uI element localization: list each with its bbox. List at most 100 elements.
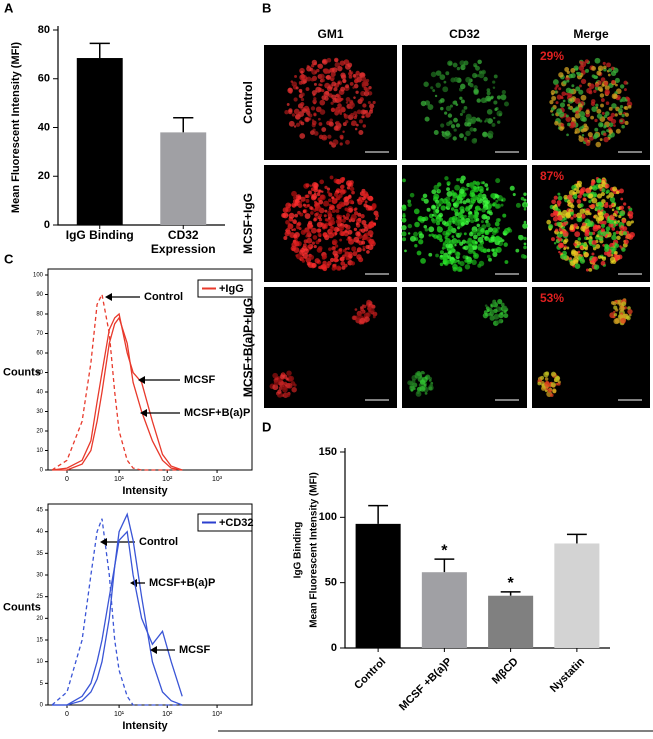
- fluorescence-dot: [325, 218, 329, 222]
- fluorescence-dot: [450, 124, 456, 129]
- fluorescence-dot: [322, 59, 326, 63]
- fluorescence-dot: [494, 108, 498, 112]
- y-axis-label: IgG Binding: [293, 522, 304, 579]
- fluorescence-dot: [500, 311, 504, 315]
- fluorescence-dot: [323, 214, 327, 218]
- fluorescence-dot: [601, 199, 606, 204]
- fluorescence-dot: [338, 248, 343, 252]
- fluorescence-dot: [313, 113, 317, 117]
- fluorescence-dot: [554, 376, 560, 383]
- x-tick-label: 10¹: [114, 476, 125, 483]
- y-axis-label: Counts: [3, 601, 41, 613]
- fluorescence-dot: [356, 123, 359, 127]
- fluorescence-dot: [574, 251, 579, 256]
- fluorescence-dot: [297, 203, 303, 208]
- fluorescence-dot: [435, 208, 440, 214]
- fluorescence-dot: [626, 220, 632, 227]
- fluorescence-dot: [309, 254, 315, 260]
- fluorescence-dot: [287, 223, 294, 230]
- y-tick-label: 80: [38, 24, 50, 36]
- fluorescence-dot: [601, 111, 605, 115]
- fluorescence-dot: [322, 254, 328, 260]
- fluorescence-dot: [336, 179, 340, 182]
- fluorescence-dot: [551, 113, 555, 117]
- fluorescence-dot: [454, 220, 460, 226]
- fluorescence-dot: [462, 194, 466, 198]
- fluorescence-dot: [523, 245, 527, 250]
- fluorescence-dot: [590, 258, 596, 264]
- fluorescence-dot: [626, 101, 633, 107]
- y-axis-label: Mean Fluorescent Intensity (MFI): [309, 472, 320, 628]
- fluorescence-dot: [440, 98, 445, 103]
- fluorescence-dot: [606, 195, 610, 199]
- fluorescence-dot: [459, 179, 465, 184]
- fluorescence-dot: [621, 124, 625, 129]
- fluorescence-dot: [311, 262, 317, 268]
- fluorescence-dot: [486, 188, 489, 191]
- fluorescence-dot: [588, 199, 592, 204]
- fluorescence-dot: [613, 124, 616, 127]
- fluorescence-dot: [566, 133, 569, 137]
- micrograph: [402, 45, 527, 160]
- fluorescence-dot: [353, 83, 359, 89]
- fluorescence-dot: [348, 199, 354, 205]
- fluorescence-dot: [330, 220, 336, 225]
- fluorescence-dot: [564, 92, 568, 96]
- fluorescence-dot: [523, 242, 527, 246]
- fluorescence-dot: [591, 99, 596, 104]
- fluorescence-dot: [562, 99, 566, 103]
- fluorescence-dot: [432, 205, 436, 209]
- fluorescence-dot: [336, 265, 342, 271]
- fluorescence-dot: [361, 219, 367, 225]
- fluorescence-dot: [402, 212, 406, 216]
- fluorescence-dot: [466, 122, 472, 127]
- fluorescence-dot: [616, 235, 621, 241]
- fluorescence-dot: [335, 219, 341, 225]
- y-tick-label: 40: [38, 121, 50, 133]
- fluorescence-dot: [362, 248, 366, 252]
- fluorescence-dot: [340, 72, 346, 78]
- fluorescence-dot: [333, 125, 339, 131]
- fluorescence-dot: [579, 258, 586, 264]
- fluorescence-dot: [333, 57, 339, 63]
- fluorescence-dot: [333, 266, 338, 270]
- fluorescence-dot: [322, 260, 327, 266]
- fluorescence-dot: [313, 217, 317, 222]
- fluorescence-dot: [550, 382, 556, 388]
- fluorescence-dot: [488, 257, 492, 262]
- fluorescence-dot: [351, 190, 355, 195]
- fluorescence-dot: [459, 133, 464, 139]
- fluorescence-dot: [323, 200, 330, 207]
- fluorescence-dot: [277, 389, 282, 394]
- fluorescence-dot: [557, 214, 563, 221]
- fluorescence-dot: [350, 261, 356, 266]
- fluorescence-dot: [322, 226, 326, 230]
- fluorescence-dot: [298, 80, 303, 85]
- fluorescence-dot: [339, 142, 343, 146]
- fluorescence-dot: [493, 313, 500, 320]
- fluorescence-dot: [465, 117, 471, 124]
- y-axis-label: Mean Fluorescent Intensity (MFI): [10, 42, 22, 213]
- fluorescence-dot: [619, 105, 624, 109]
- fluorescence-dot: [613, 313, 618, 317]
- fluorescence-dot: [486, 248, 491, 253]
- fluorescence-dot: [609, 256, 616, 263]
- fluorescence-dot: [293, 196, 297, 200]
- fluorescence-dot: [464, 206, 470, 212]
- fluorescence-dot: [621, 247, 626, 252]
- y-tick-label: 5: [40, 681, 44, 687]
- fluorescence-dot: [305, 234, 309, 238]
- fluorescence-dot: [333, 192, 339, 197]
- fluorescence-dot: [573, 188, 577, 191]
- fluorescence-dot: [481, 69, 487, 75]
- fluorescence-dot: [594, 127, 599, 132]
- fluorescence-dot: [361, 240, 366, 245]
- fluorescence-dot: [326, 190, 330, 194]
- y-tick-label: 0: [331, 642, 337, 654]
- fluorescence-dot: [373, 222, 377, 226]
- fluorescence-dot: [454, 244, 457, 247]
- fluorescence-dot: [358, 119, 363, 124]
- fluorescence-dot: [596, 193, 603, 199]
- fluorescence-dot: [442, 259, 448, 264]
- fluorescence-dot: [307, 223, 313, 230]
